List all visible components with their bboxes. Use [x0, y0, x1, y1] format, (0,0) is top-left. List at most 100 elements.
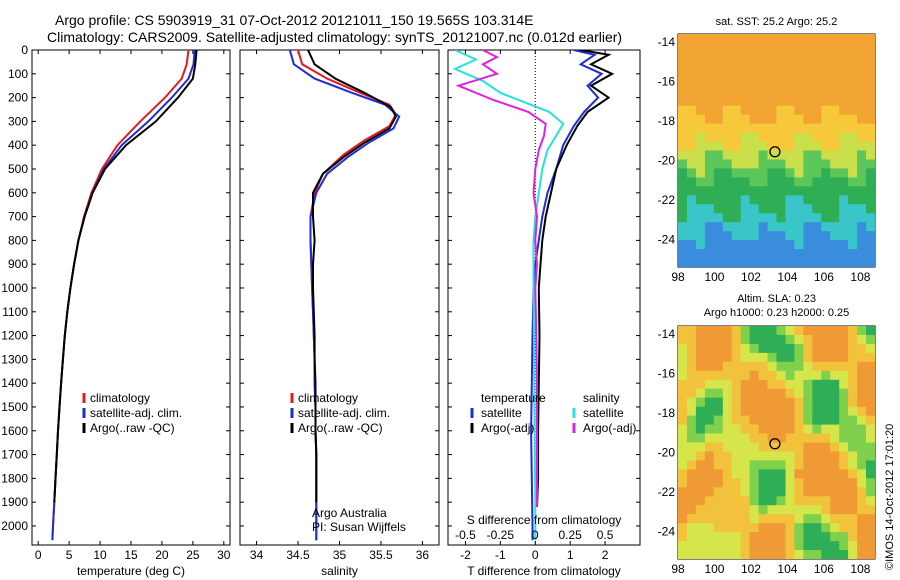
- sla_map-cell: [678, 415, 688, 426]
- sst_map-cell: [731, 213, 742, 223]
- sla_map-cell: [785, 370, 796, 381]
- sla_map-cell: [740, 343, 751, 354]
- sst_map-cell: [695, 34, 706, 44]
- sst_map-cell: [821, 141, 831, 152]
- sst_map-cell: [794, 141, 804, 152]
- sla_map-cell: [794, 388, 804, 399]
- sla_map-cell: [678, 326, 688, 336]
- sla_map-cell: [731, 496, 742, 506]
- sla_map-cell: [794, 469, 804, 479]
- sla_map-cell: [848, 505, 858, 515]
- sla_map-cell: [803, 487, 813, 497]
- sst_map-cell: [704, 249, 715, 259]
- sst_map-cell: [866, 96, 875, 107]
- sst_map-cell: [848, 186, 858, 196]
- temperature-legend-label: climatology: [90, 391, 150, 405]
- sla_map-cell: [767, 352, 778, 363]
- sla_map-cell: [848, 469, 858, 479]
- sla_map-xtick-label: 106: [814, 562, 834, 576]
- sla_map-cell: [722, 550, 733, 559]
- sla_map-cell: [704, 379, 715, 390]
- sst_map-cell: [713, 249, 724, 259]
- sst_map-cell: [687, 105, 697, 116]
- sla_map-cell: [857, 352, 867, 363]
- sla_map-cell: [812, 541, 822, 551]
- sla_map-cell: [839, 523, 849, 533]
- sla_map-cell: [803, 388, 813, 399]
- temperature-xtick-label: 10: [93, 548, 107, 562]
- sst_map-cell: [695, 222, 706, 232]
- sla_map-cell: [767, 523, 778, 533]
- sst_map-cell: [731, 105, 742, 116]
- depth-tick-label: 800: [8, 233, 28, 247]
- sst_map-cell: [821, 69, 831, 80]
- sla_map-cell: [749, 397, 760, 408]
- sst_map-cell: [687, 114, 697, 125]
- sst_map-cell: [794, 186, 804, 196]
- sst_map-cell: [695, 132, 706, 143]
- sla_map-cell: [687, 496, 697, 506]
- sst_map-cell: [830, 240, 840, 250]
- sst_map-cell: [678, 222, 688, 232]
- sla_map-cell: [722, 335, 733, 345]
- sla_map-cell: [731, 343, 742, 354]
- sla_map-cell: [678, 478, 688, 488]
- sst_map-cell: [731, 60, 742, 71]
- sst_map-cell: [803, 43, 813, 53]
- sla_map-cell: [803, 442, 813, 453]
- sst_map-cell: [731, 123, 742, 134]
- sst_map-cell: [740, 43, 751, 53]
- sla_map-cell: [821, 478, 831, 488]
- sla_map-cell: [758, 532, 769, 542]
- sst_map-cell: [857, 222, 867, 232]
- sla_map-cell: [857, 433, 867, 444]
- sst_map-cell: [776, 204, 787, 214]
- sst_map-cell: [767, 213, 778, 223]
- sla_map-cell: [866, 415, 875, 426]
- sla_map-cell: [740, 532, 751, 542]
- sla_map-cell: [740, 406, 751, 417]
- temperature-xtick-label: 30: [217, 548, 231, 562]
- sst_map-cell: [713, 34, 724, 44]
- sst_map-cell: [857, 249, 867, 259]
- sst_map-cell: [776, 177, 787, 187]
- sla_map-cell: [803, 397, 813, 408]
- salinity-frame: [239, 49, 440, 546]
- sst_map-cell: [848, 231, 858, 241]
- sst_map-cell: [713, 87, 724, 98]
- sla_map-cell: [740, 388, 751, 399]
- sla_map-xtick-label: 100: [704, 562, 724, 576]
- sla_map-cell: [758, 496, 769, 506]
- sla_map-cell: [812, 397, 822, 408]
- sla_map-cell: [803, 379, 813, 390]
- sst_map-cell: [704, 258, 715, 267]
- sst_map-cell: [794, 240, 804, 250]
- sla_map-cell: [749, 361, 760, 372]
- sla_map-cell: [821, 505, 831, 515]
- sla_map-cell: [857, 343, 867, 354]
- sla_map-cell: [857, 406, 867, 417]
- sst_map-cell: [678, 258, 688, 267]
- sla_map-cell: [713, 379, 724, 390]
- sla_map-cell: [857, 469, 867, 479]
- sst_map-cell: [731, 43, 742, 53]
- sla_map-cell: [848, 487, 858, 497]
- sla_map-cell: [758, 415, 769, 426]
- sst_map-cell: [687, 213, 697, 223]
- sla_map-cell: [713, 361, 724, 372]
- sst_map-cell: [785, 96, 796, 107]
- sla_map-cell: [848, 460, 858, 470]
- depth-tick-label: 600: [8, 186, 28, 200]
- sla_map-cell: [785, 326, 796, 336]
- sst_map-cell: [830, 150, 840, 161]
- sst_map-cell: [785, 132, 796, 143]
- sst_map-cell: [866, 213, 875, 223]
- sla_map-cell: [713, 442, 724, 453]
- sla_map-cell: [731, 451, 742, 462]
- sst_map-cell: [695, 258, 706, 267]
- sst_map-cell: [740, 195, 751, 205]
- sst_map-cell: [794, 78, 804, 89]
- temperature-xtick-label: 15: [124, 548, 138, 562]
- sst_map-cell: [704, 105, 715, 116]
- sst_map-cell: [803, 150, 813, 161]
